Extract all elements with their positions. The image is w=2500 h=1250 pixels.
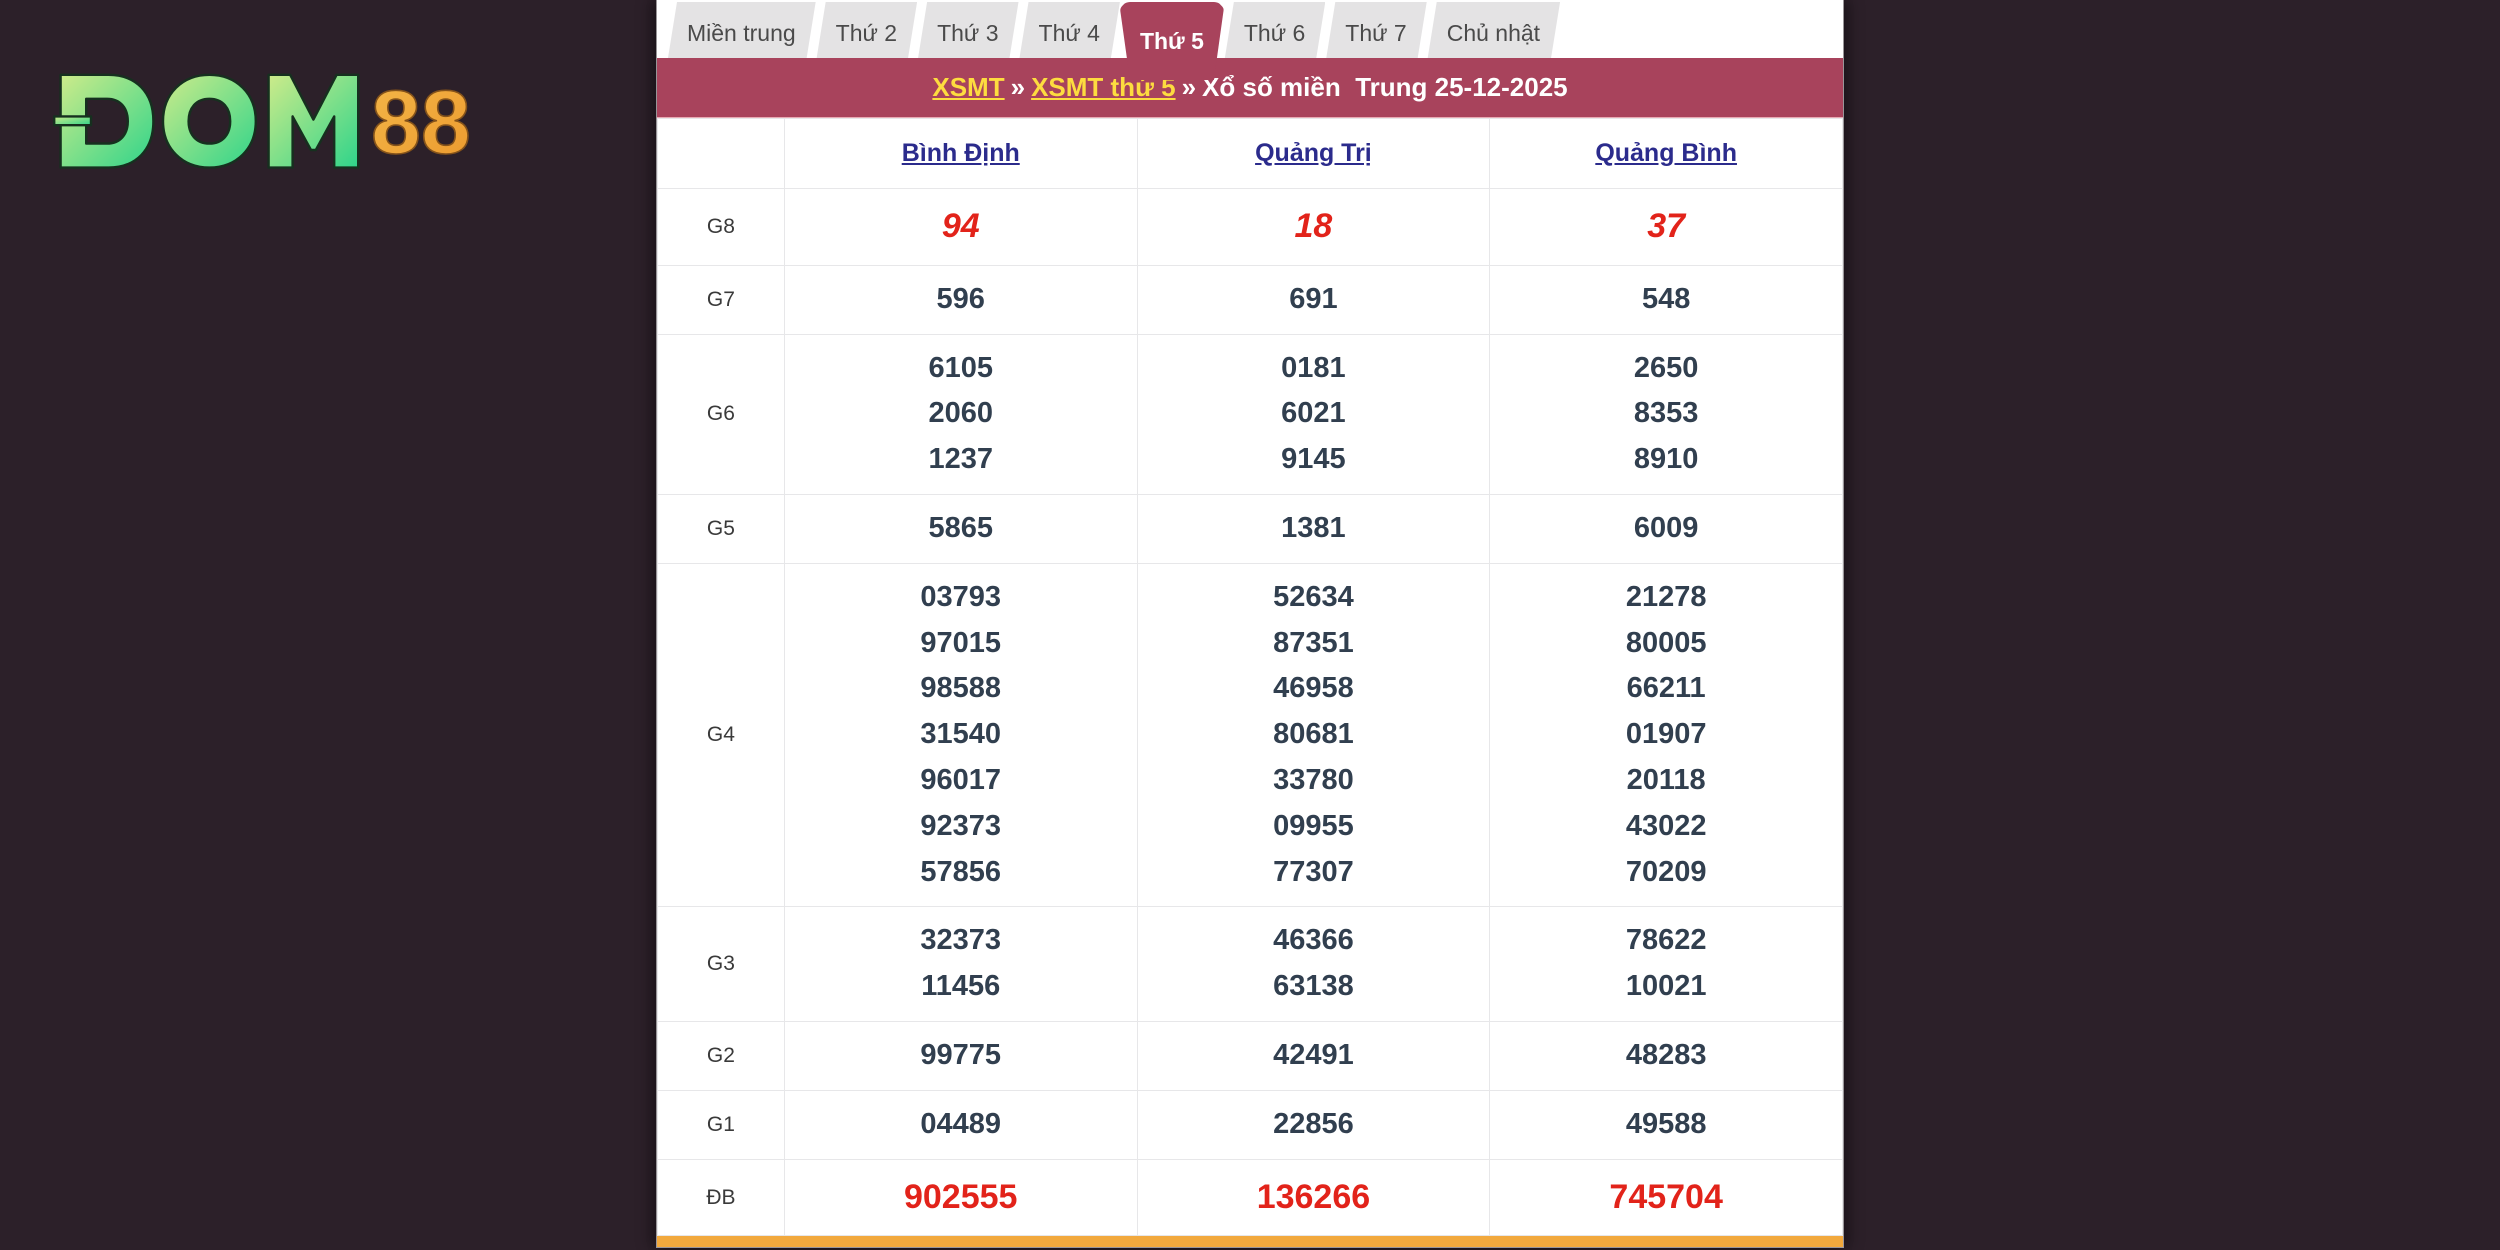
svg-text:88: 88 [371,72,471,172]
